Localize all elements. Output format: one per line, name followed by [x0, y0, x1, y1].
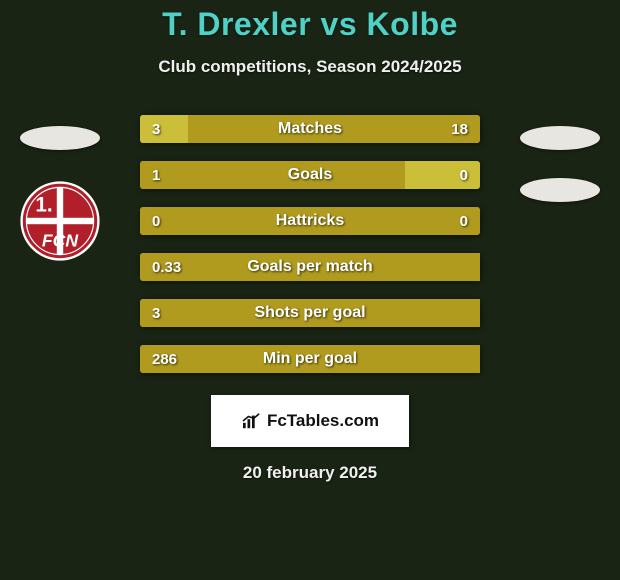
player-b-avatar	[520, 112, 600, 164]
player-a-avatar	[20, 112, 100, 164]
club-placeholder-icon	[520, 178, 600, 202]
stat-row: Hattricks0 0	[140, 207, 480, 235]
branding-badge[interactable]: FcTables.com	[211, 395, 409, 447]
stat-value-left: 0.33	[152, 253, 181, 281]
stat-row: Goals1 0	[140, 161, 480, 189]
date-label: 20 february 2025	[0, 463, 620, 483]
stat-value-left: 3	[152, 115, 160, 143]
subtitle: Club competitions, Season 2024/2025	[0, 57, 620, 77]
stat-value-left: 3	[152, 299, 160, 327]
player-a-club-logo: 1. FCN	[20, 178, 100, 264]
player-a-name: T. Drexler	[162, 6, 311, 42]
stat-label: Min per goal	[140, 345, 480, 373]
fcn-badge-icon: 1. FCN	[20, 181, 100, 261]
svg-text:FCN: FCN	[42, 231, 78, 251]
stat-label: Hattricks	[140, 207, 480, 235]
fctables-logo-icon	[241, 412, 263, 430]
stat-value-left: 1	[152, 161, 160, 189]
stat-value-left: 286	[152, 345, 177, 373]
avatar-placeholder-icon	[20, 126, 100, 150]
stat-value-left: 0	[152, 207, 160, 235]
player-b-club-logo	[520, 164, 600, 216]
stat-label: Goals	[140, 161, 480, 189]
avatar-placeholder-icon	[520, 126, 600, 150]
branding-text: FcTables.com	[267, 411, 379, 431]
player-b-name: Kolbe	[367, 6, 458, 42]
content-wrapper: T. Drexler vs Kolbe Club competitions, S…	[0, 0, 620, 580]
vs-separator: vs	[321, 6, 358, 42]
stat-label: Matches	[140, 115, 480, 143]
stat-label: Shots per goal	[140, 299, 480, 327]
stat-row: Min per goal286	[140, 345, 480, 373]
page-title: T. Drexler vs Kolbe	[0, 6, 620, 43]
stat-row: Matches3 18	[140, 115, 480, 143]
stat-value-right: 0	[460, 207, 468, 235]
stat-label: Goals per match	[140, 253, 480, 281]
stat-value-right: 18	[451, 115, 468, 143]
svg-text:1.: 1.	[35, 193, 52, 216]
stat-row: Shots per goal3	[140, 299, 480, 327]
stat-value-right: 0	[460, 161, 468, 189]
stat-row: Goals per match0.33	[140, 253, 480, 281]
